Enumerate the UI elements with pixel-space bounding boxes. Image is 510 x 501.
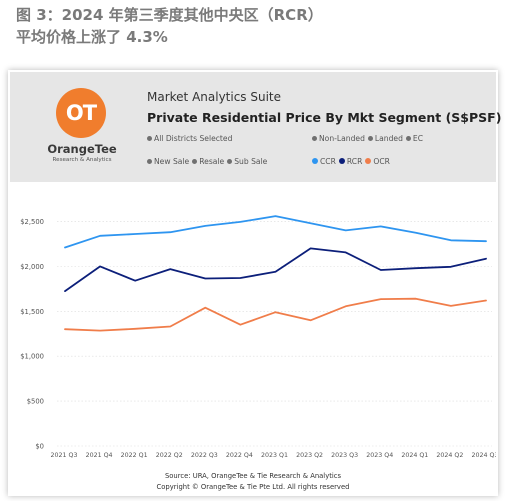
legend-item-ccr[interactable]: CCR <box>312 157 336 166</box>
line-chart: $0 $500 $1,000 $1,500 $2,000 $2,500 2021 Q3 202… <box>20 215 497 459</box>
dashboard-header: OT OrangeTee Research & Analytics Market… <box>10 72 501 182</box>
filter-dot-icon <box>147 136 152 141</box>
legend-dot-icon <box>365 158 372 164</box>
legend-dot-icon <box>312 158 318 164</box>
filter-sale-type: New Sale Resale Sub Sale <box>147 157 270 167</box>
logo-tagline: Research & Analytics <box>52 157 112 163</box>
legend-item-ocr[interactable]: OCR <box>365 157 390 166</box>
filter-landed[interactable]: Landed <box>367 134 406 143</box>
x-tick-label: 2024 Q1 <box>401 452 428 459</box>
filter-sub-sale[interactable]: Sub Sale <box>227 157 270 166</box>
y-tick-label: $2,500 <box>20 218 44 226</box>
filter-dot-icon <box>192 159 198 164</box>
chart-source: Source: URA, OrangeTee & Tie Research & … <box>164 472 342 480</box>
filter-ec[interactable]: EC <box>405 134 426 143</box>
y-tick-label: $1,000 <box>20 353 44 361</box>
page-subtitle: 平均价格上涨了 4.3% <box>16 28 168 46</box>
filter-new-sale[interactable]: New Sale <box>147 157 192 166</box>
legend-dot-icon <box>338 158 345 164</box>
filter-all-districts[interactable]: All Districts Selected <box>147 134 235 144</box>
report-title: Private Residential Price By Mkt Segment… <box>147 110 502 125</box>
filter-property-type: Non-Landed Landed EC <box>312 134 426 144</box>
x-tick-label: 2022 Q3 <box>191 452 218 459</box>
page-title: 图 3：2024 年第三季度其他中央区（RCR） <box>16 6 323 24</box>
filter-dot-icon <box>312 136 317 141</box>
series-line-ccr[interactable] <box>64 215 487 249</box>
x-tick-label: 2022 Q2 <box>156 452 183 459</box>
y-tick-label: $500 <box>27 398 44 406</box>
x-tick-label: 2023 Q1 <box>261 452 288 459</box>
orangetee-logo-icon: OT <box>56 88 106 138</box>
dashboard-card: OT OrangeTee Research & Analytics Market… <box>8 70 501 496</box>
y-tick-label: $1,500 <box>20 308 44 316</box>
x-tick-label: 2024 Q3 <box>472 452 497 459</box>
y-tick-label: $0 <box>35 443 44 451</box>
legend-item-rcr[interactable]: RCR <box>338 157 362 166</box>
suite-name: Market Analytics Suite <box>147 90 282 104</box>
filter-dot-icon <box>147 159 152 164</box>
series-line-rcr[interactable] <box>64 247 487 292</box>
x-tick-label: 2021 Q3 <box>51 452 78 459</box>
filter-dot-icon <box>405 136 411 141</box>
y-tick-label: $2,000 <box>20 263 44 271</box>
x-tick-label: 2022 Q4 <box>226 452 253 459</box>
series-line-ocr[interactable] <box>64 297 487 332</box>
x-tick-label: 2023 Q2 <box>296 452 323 459</box>
filter-dot-icon <box>367 136 373 141</box>
filter-non-landed[interactable]: Non-Landed <box>312 134 368 143</box>
logo-name: OrangeTee <box>47 142 117 156</box>
chart-legend: CCR RCR OCR <box>312 157 393 167</box>
chart-copyright: Copyright © OrangeTee & Tie Pte Ltd. All… <box>156 483 350 491</box>
x-tick-label: 2022 Q1 <box>121 452 148 459</box>
x-tick-label: 2024 Q2 <box>436 452 463 459</box>
x-tick-label: 2023 Q3 <box>331 452 358 459</box>
x-tick-label: 2021 Q4 <box>86 452 113 459</box>
x-tick-label: 2023 Q4 <box>366 452 393 459</box>
filter-dot-icon <box>227 159 233 164</box>
filter-resale[interactable]: Resale <box>192 157 227 166</box>
